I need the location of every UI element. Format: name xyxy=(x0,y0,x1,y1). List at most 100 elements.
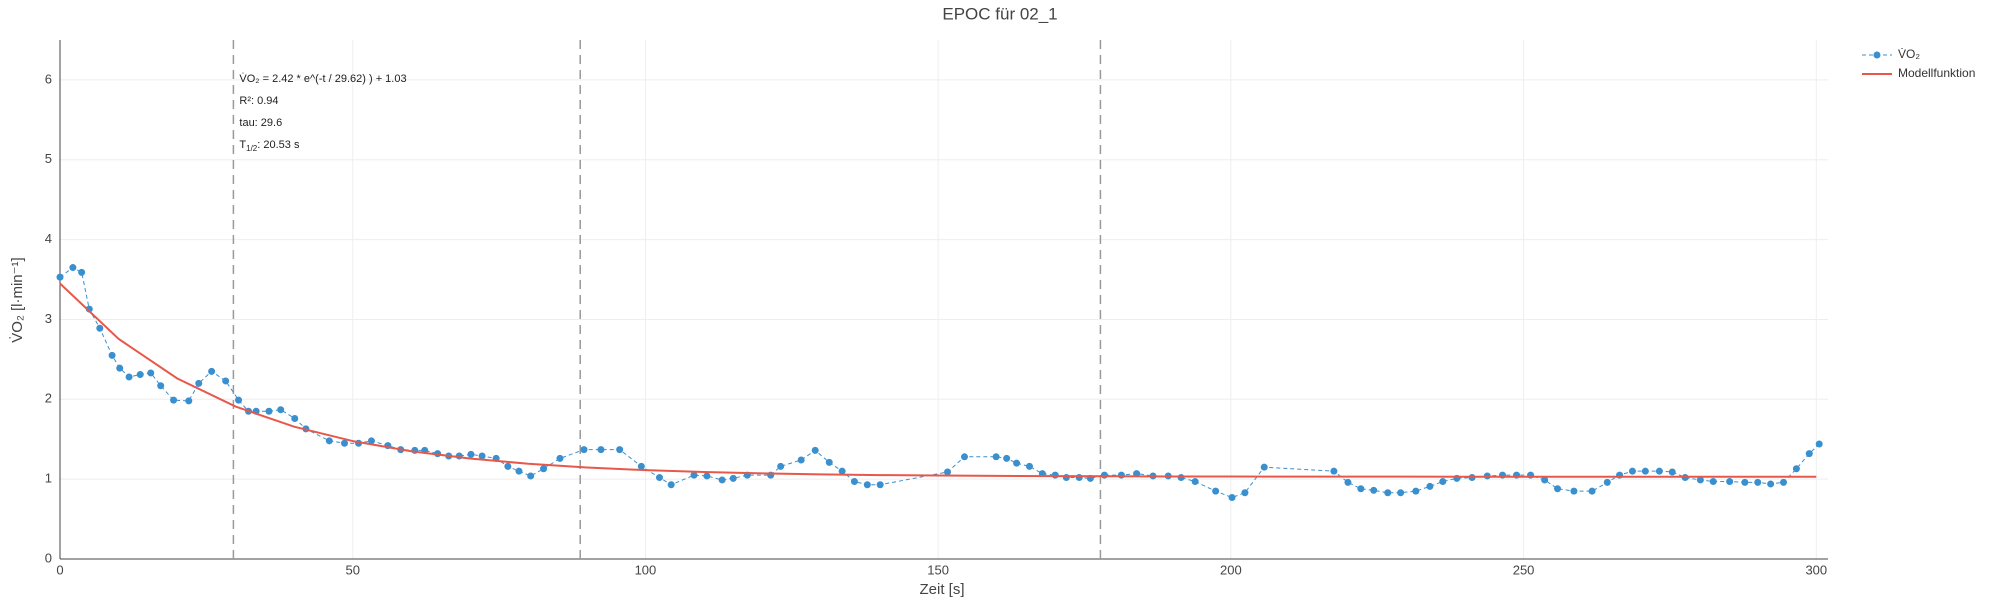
annotation: tau: 29.6 xyxy=(239,117,282,129)
data-point xyxy=(504,462,512,470)
data-point xyxy=(56,273,64,281)
annotation-part: T xyxy=(239,139,246,151)
data-point xyxy=(1554,485,1562,493)
data-point xyxy=(1062,474,1070,482)
data-point xyxy=(718,476,726,484)
data-point xyxy=(325,437,333,445)
annotation: T1/2: 20.53 s xyxy=(239,139,300,153)
x-tick-label: 250 xyxy=(1513,562,1535,577)
data-point xyxy=(1013,459,1021,467)
y-tick-label: 0 xyxy=(45,550,52,565)
data-point xyxy=(341,439,349,447)
data-point xyxy=(637,462,645,470)
data-point xyxy=(1754,478,1762,486)
data-point xyxy=(170,396,178,404)
x-tick-label: 0 xyxy=(56,562,63,577)
data-point xyxy=(208,367,216,375)
x-axis-label: Zeit [s] xyxy=(919,581,964,598)
data-point xyxy=(1397,489,1405,497)
data-point xyxy=(1570,487,1578,495)
data-point xyxy=(1177,474,1185,482)
x-tick-label: 200 xyxy=(1220,562,1242,577)
data-point xyxy=(367,437,375,445)
data-point xyxy=(1100,471,1108,479)
data-point xyxy=(78,268,86,276)
data-point xyxy=(235,396,243,404)
data-point xyxy=(540,465,548,473)
legend-marker xyxy=(1873,51,1881,59)
data-point xyxy=(467,450,475,458)
data-point xyxy=(478,452,486,460)
data-point xyxy=(1792,465,1800,473)
data-point xyxy=(1212,487,1220,495)
data-point xyxy=(556,454,564,462)
data-point xyxy=(1815,440,1823,448)
data-point xyxy=(616,446,624,454)
data-point xyxy=(797,456,805,464)
data-point xyxy=(69,264,77,272)
data-point xyxy=(1344,478,1352,486)
annotation: R²: 0.94 xyxy=(239,95,278,107)
data-point xyxy=(690,471,698,479)
data-point xyxy=(777,462,785,470)
data-point xyxy=(1357,485,1365,493)
data-point xyxy=(1655,467,1663,475)
data-point xyxy=(1541,476,1549,484)
data-point xyxy=(1426,482,1434,490)
data-point xyxy=(291,414,299,422)
annotation-part: 1/2 xyxy=(246,144,258,153)
data-point xyxy=(1384,489,1392,497)
data-point xyxy=(515,467,523,475)
data-point xyxy=(195,379,203,387)
data-point xyxy=(655,474,663,482)
y-tick-label: 2 xyxy=(45,391,52,406)
data-point xyxy=(527,472,535,480)
data-point xyxy=(863,481,871,489)
data-point xyxy=(876,481,884,489)
x-tick-label: 150 xyxy=(927,562,949,577)
y-tick-label: 6 xyxy=(45,71,52,86)
data-point xyxy=(1075,474,1083,482)
data-point xyxy=(108,351,116,359)
y-tick-label: 3 xyxy=(45,311,52,326)
data-point xyxy=(1370,486,1378,494)
data-point xyxy=(838,467,846,475)
data-point xyxy=(1003,454,1011,462)
data-point xyxy=(96,324,104,332)
data-point xyxy=(136,371,144,379)
y-axis-label: V̇O₂ [l·min⁻¹] xyxy=(9,257,26,342)
annotation-part: : 20.53 s xyxy=(257,139,300,151)
data-point xyxy=(992,453,1000,461)
data-point xyxy=(580,446,588,454)
y-tick-label: 1 xyxy=(45,471,52,486)
x-tick-label: 100 xyxy=(635,562,657,577)
data-point xyxy=(1025,462,1033,470)
data-point xyxy=(1668,468,1676,476)
data-point xyxy=(1805,450,1813,458)
data-point xyxy=(1741,478,1749,486)
annotation: V̇O₂ = 2.42 * e^(-t / 29.62) ) + 1.03 xyxy=(239,72,406,85)
data-point xyxy=(125,373,133,381)
y-tick-label: 4 xyxy=(45,231,52,246)
data-point xyxy=(1767,480,1775,488)
data-point xyxy=(597,446,605,454)
data-point xyxy=(147,369,155,377)
data-point xyxy=(703,472,711,480)
legend-label: Modellfunktion xyxy=(1898,66,1975,80)
data-point xyxy=(1709,478,1717,486)
data-point xyxy=(667,481,675,489)
data-point xyxy=(1241,489,1249,497)
data-point xyxy=(1330,467,1338,475)
data-point xyxy=(1588,487,1596,495)
y-tick-label: 5 xyxy=(45,151,52,166)
data-point xyxy=(1628,467,1636,475)
chart-title: EPOC für 02_1 xyxy=(942,4,1057,23)
data-point xyxy=(1133,470,1141,478)
x-tick-label: 50 xyxy=(345,562,359,577)
data-point xyxy=(944,468,952,476)
data-point xyxy=(1780,478,1788,486)
data-point xyxy=(1260,463,1268,471)
data-point xyxy=(811,446,819,454)
data-point xyxy=(825,458,833,466)
x-tick-label: 300 xyxy=(1805,562,1827,577)
